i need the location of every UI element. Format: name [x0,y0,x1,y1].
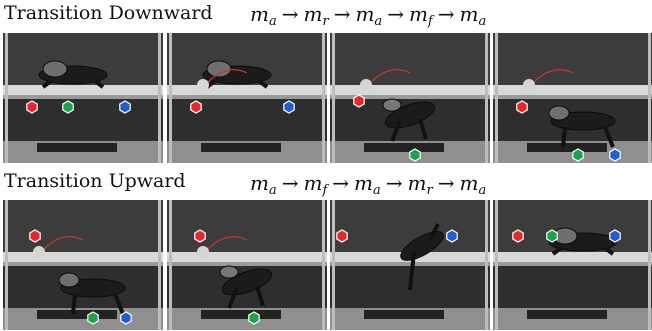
green-marker [546,229,558,243]
blue-marker [609,229,621,243]
photo-illustration [330,200,490,330]
robot-photo-panel [167,33,327,163]
red-marker [194,229,206,243]
robot-photo-panel [493,33,652,163]
arrow: → [281,2,299,26]
robot-photo-panel [493,200,652,330]
seq-item: mr [407,171,433,198]
robot-photo-panel [330,200,490,330]
red-marker [516,100,528,114]
green-marker [62,100,74,114]
robot-photo-panel [330,33,490,163]
arrow: → [333,2,351,26]
green-marker [248,311,260,325]
photo-illustration [3,200,163,330]
robot-photo-panel [3,33,163,163]
red-marker [29,229,41,243]
red-marker [26,100,38,114]
photo-illustration [167,33,327,163]
arrow: → [387,2,404,26]
sequence-upward: ma → mf → ma → mr → ma [250,171,486,198]
blue-marker [283,100,295,114]
blue-marker [120,311,132,325]
seq-item: ma [355,2,383,29]
red-marker [512,229,524,243]
blue-marker [446,229,458,243]
photo-illustration [330,33,490,163]
photo-illustration [167,200,327,330]
seq-item: ma [459,171,487,198]
green-marker [409,148,421,162]
arrow: → [281,171,299,195]
red-marker [336,229,348,243]
photo-illustration [493,33,652,163]
heading-transition-downward: Transition Downward [4,2,213,24]
green-marker [87,311,99,325]
red-marker [190,100,202,114]
blue-marker [119,100,131,114]
arrow: → [385,171,403,195]
robot-photo-panel [167,200,327,330]
heading-transition-upward: Transition Upward [4,170,186,192]
seq-item: ma [354,171,381,198]
arrow: → [437,2,455,26]
red-marker [353,94,365,108]
seq-item: mf [408,2,433,29]
seq-item: ma [459,2,487,29]
arrow: → [332,171,350,195]
photo-illustration [3,33,163,163]
green-marker [572,148,584,162]
blue-marker [609,148,621,162]
arrow: → [437,171,455,195]
seq-item: mr [303,2,329,29]
sequence-downward: ma → mr → ma → mf → ma [250,2,486,29]
seq-item: ma [250,171,277,198]
robot-photo-panel [3,200,163,330]
seq-item: mf [303,171,328,198]
seq-item: ma [250,2,277,29]
photo-illustration [493,200,652,330]
